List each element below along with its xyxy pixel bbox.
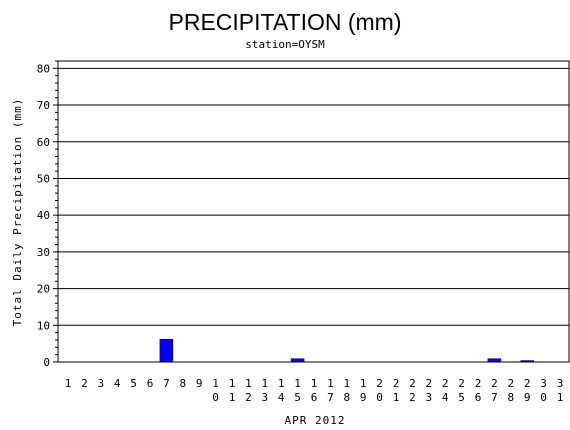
x-tick-label: 6 (147, 377, 154, 390)
bar (159, 338, 174, 363)
y-axis-ticks: 0 10 20 30 40 50 60 70 80 (37, 60, 58, 369)
y-tick-label: 20 (37, 283, 50, 296)
x-axis-ticks: 1 2 3 4 5 6 7 8 9 1 01 11 21 31 41 51 61 71 81 92 02 12 22 32 42… (65, 377, 564, 404)
y-axis-label: Total Daily Precipitation (mm) (11, 98, 24, 327)
x-tick-label: 8 (179, 377, 186, 390)
x-tick-label: 1 (65, 377, 72, 390)
x-tick-label: 3 (97, 377, 104, 390)
chart-title: PRECIPITATION (mm) (169, 9, 402, 35)
bars (159, 338, 534, 363)
y-tick-label: 50 (37, 172, 50, 185)
x-tick-label: 4 (114, 377, 121, 390)
gridlines (58, 67, 569, 326)
y-tick-label: 70 (37, 99, 50, 112)
chart-subtitle: station=OYSM (245, 38, 325, 51)
y-tick-label: 30 (37, 246, 50, 259)
y-tick-label: 60 (37, 136, 50, 149)
y-tick-label: 40 (37, 209, 50, 222)
x-axis-label: APR 2012 (285, 414, 346, 427)
plot-frame (57, 60, 570, 363)
x-tick-label: 9 (196, 377, 203, 390)
y-tick-label: 10 (37, 319, 50, 332)
x-tick-label: 2 (81, 377, 88, 390)
y-tick-label: 0 (43, 356, 50, 369)
x-tick-label: 7 (163, 377, 170, 390)
x-tick-label: 5 (130, 377, 137, 390)
y-tick-label: 80 (37, 62, 50, 75)
